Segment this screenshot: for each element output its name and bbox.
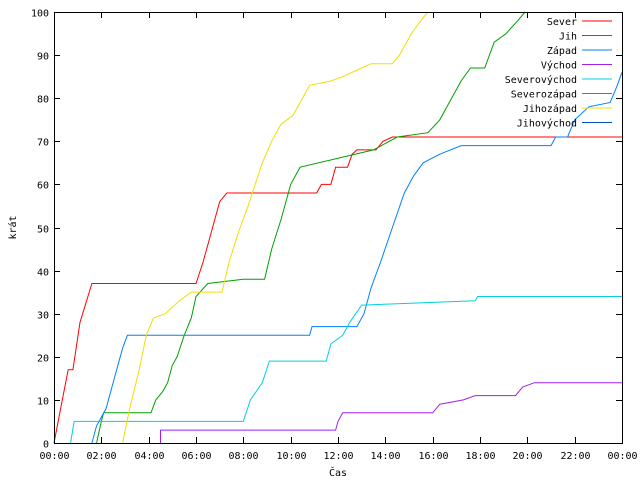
legend-entry-label: Sever (547, 17, 577, 28)
ticks-layer: 00:00 02:00 04:00 06:00 08:00 10:00 12:00 14:00… (31, 9, 638, 463)
legend-entry-label: Severovýchod (505, 74, 577, 86)
y-axis-label: krát (7, 215, 19, 239)
y-tick-label: 40 (37, 268, 49, 279)
series-line (70, 296, 622, 444)
legend-entry-label: Severozápad (511, 89, 577, 101)
y-tick-label: 100 (31, 9, 49, 20)
x-tick-label: 20:00 (512, 451, 542, 462)
x-tick-label: 00:00 (39, 451, 69, 462)
legend-entry-label: Jih (559, 32, 577, 43)
series-layer (53, 11, 623, 444)
x-tick-label: 14:00 (370, 451, 400, 462)
x-tick-label: 02:00 (86, 451, 116, 462)
plot-frame (54, 12, 623, 444)
legend-entry-label: Jihovýchod (517, 118, 577, 130)
series-line (160, 382, 622, 443)
y-tick-label: 20 (37, 354, 49, 365)
legend-entry-label: Západ (547, 45, 577, 57)
x-tick-label: 10:00 (276, 451, 306, 462)
x-tick-label: 06:00 (181, 451, 211, 462)
x-tick-label: 00:00 (607, 451, 637, 462)
y-tick-label: 60 (37, 181, 49, 192)
x-tick-label: 12:00 (323, 451, 353, 462)
x-tick-label: 08:00 (228, 451, 258, 462)
x-tick-label: 16:00 (418, 451, 448, 462)
x-tick-label: 22:00 (560, 451, 590, 462)
series-line (91, 72, 623, 444)
y-tick-label: 0 (43, 440, 49, 451)
x-axis-label: Čas (329, 466, 347, 479)
y-tick-label: 90 (37, 52, 49, 63)
legend: Sever Jih Západ Východ Severovýchod Severozáp… (505, 17, 612, 130)
series-line (96, 11, 526, 444)
legend-entry-label: Jihozápad (523, 103, 577, 115)
x-tick-label: 04:00 (134, 451, 164, 462)
y-tick-label: 80 (37, 95, 49, 106)
x-tick-label: 18:00 (465, 451, 495, 462)
y-tick-label: 70 (37, 138, 49, 149)
legend-entry-label: Východ (541, 60, 577, 72)
y-tick-label: 10 (37, 397, 49, 408)
series-line (122, 11, 429, 444)
series-line (53, 136, 622, 444)
y-tick-label: 30 (37, 311, 49, 322)
y-tick-label: 50 (37, 225, 49, 236)
